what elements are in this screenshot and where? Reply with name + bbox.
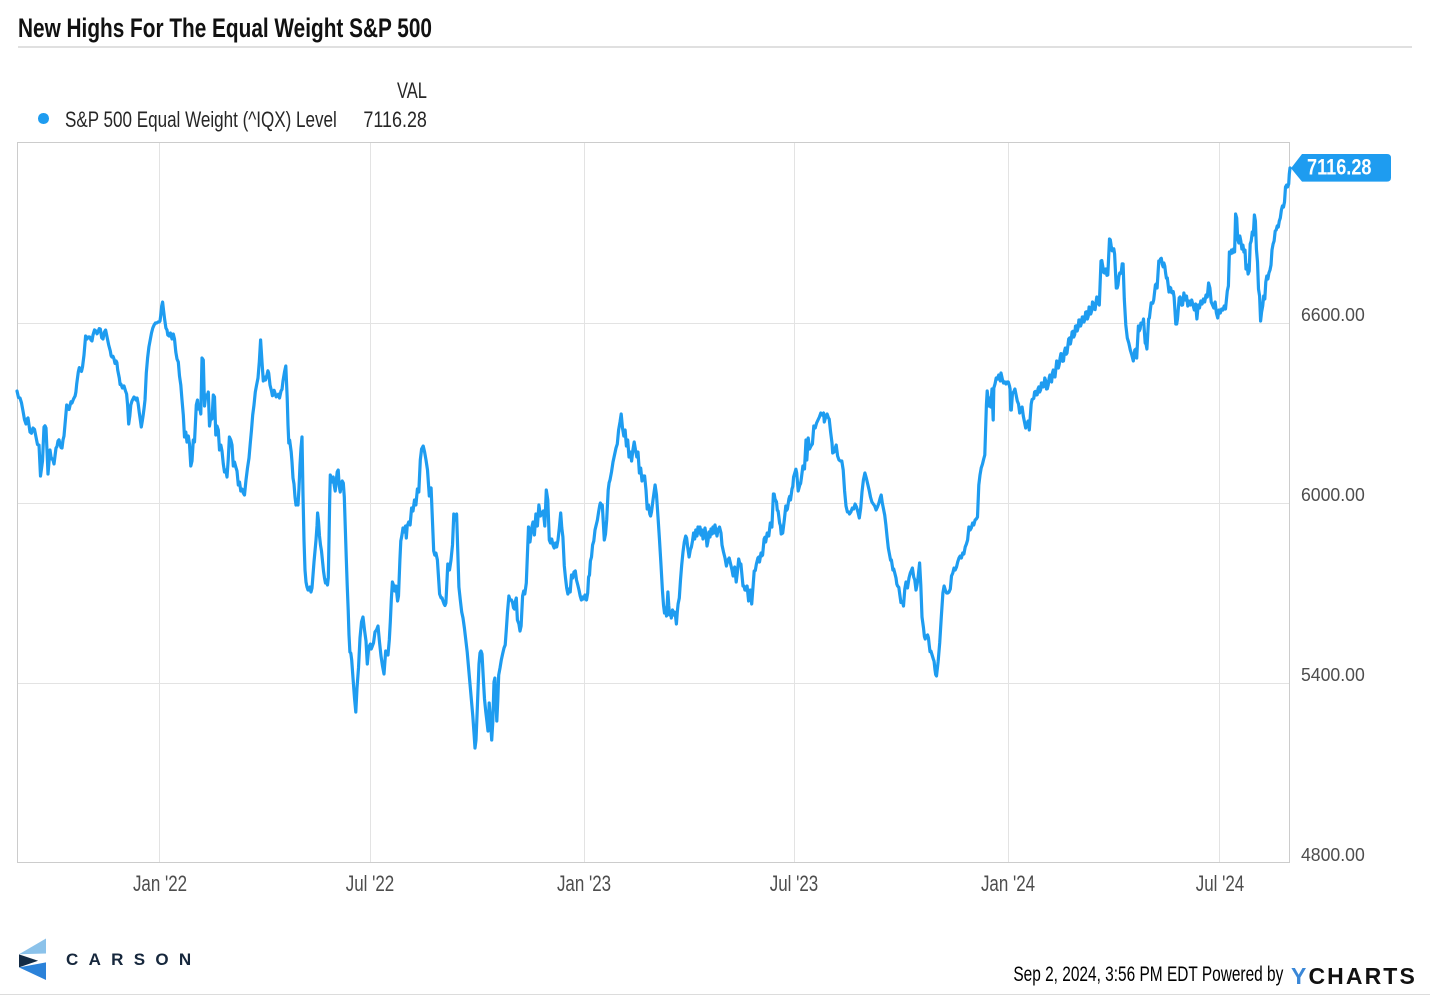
svg-text:7116.28: 7116.28 <box>1307 155 1372 180</box>
